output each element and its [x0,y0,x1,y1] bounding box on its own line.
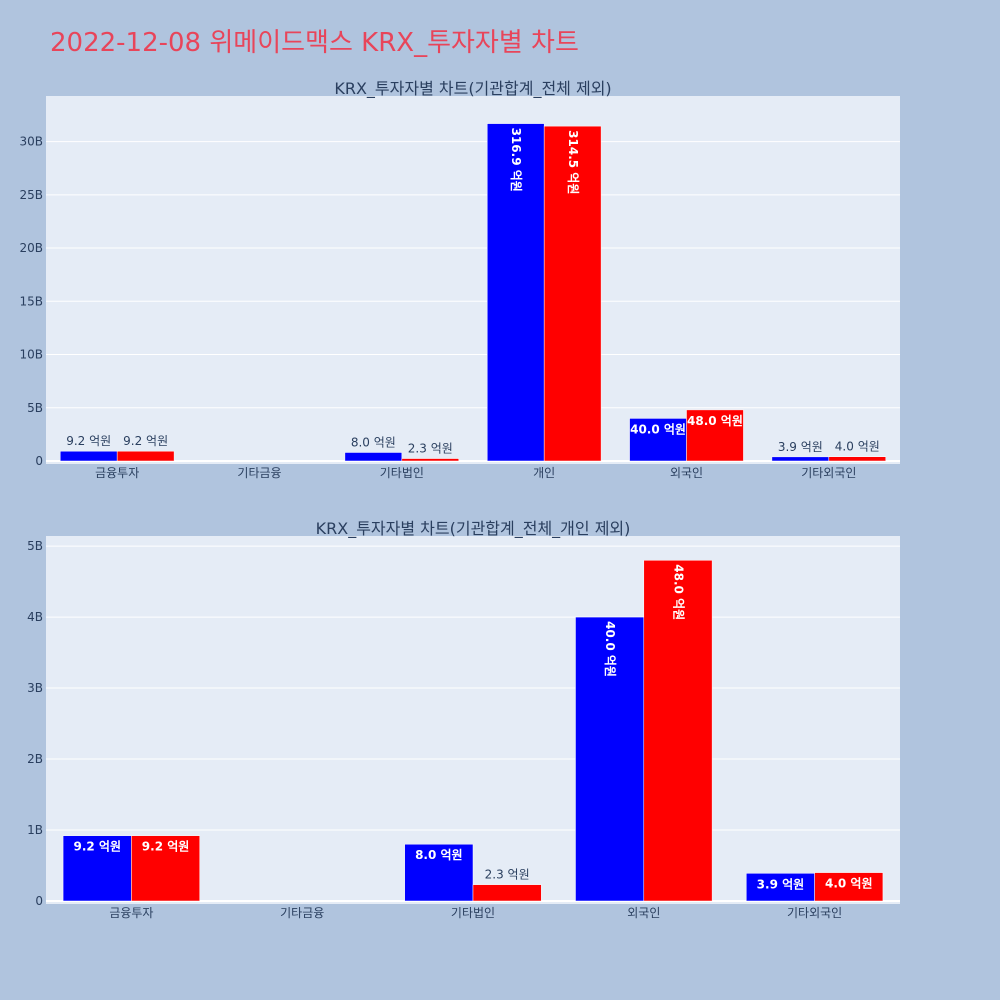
y-tick-label: 0 [35,454,43,468]
bar [404,843,474,902]
x-tick-label: 외국인 [670,466,703,480]
x-tick-label: 금융투자 [95,466,139,480]
y-tick-label: 25B [19,188,43,202]
x-tick-label: 개인 [533,466,555,480]
x-tick-label: 기타법인 [380,466,424,480]
data-label: 9.2 억원 [142,840,190,854]
y-tick-label: 30B [19,135,43,149]
y-tick-label: 0 [35,894,43,908]
data-label: 9.2 억원 [73,840,121,854]
data-label: 314.5 억원 [566,130,580,194]
y-tick-label: 1B [27,823,43,837]
data-label: 3.9 억원 [757,877,805,891]
data-label: 2.3 억원 [485,868,530,882]
bar [828,456,887,462]
data-label: 4.0 억원 [835,440,880,454]
bar [746,873,815,902]
bar [62,835,132,902]
data-label: 48.0 억원 [671,564,685,620]
data-label: 8.0 억원 [415,848,463,862]
y-tick-label: 5B [27,401,43,415]
bar [401,458,460,462]
bar [59,450,118,462]
data-label: 4.0 억원 [825,877,873,891]
bar [344,452,403,462]
bar [686,409,744,462]
subplot-title: KRX_투자자별 차트(기관합계_전체_개인 제외) [316,519,631,539]
x-tick-label: 금융투자 [109,906,153,920]
bar [543,125,602,462]
x-tick-label: 기타외국인 [801,466,856,480]
bar [814,872,884,902]
x-tick-label: 기타외국인 [787,906,842,920]
x-tick-label: 기타금융 [280,906,324,920]
bar [486,123,545,462]
data-label: 316.9 억원 [509,128,523,192]
data-label: 40.0 억원 [630,422,686,436]
y-tick-label: 3B [27,681,43,695]
x-tick-label: 외국인 [627,906,660,920]
bar [472,884,542,902]
y-tick-label: 2B [27,752,43,766]
data-label: 9.2 억원 [66,434,111,448]
y-tick-label: 5B [27,539,43,553]
y-tick-label: 15B [19,294,43,308]
bar [629,418,687,462]
page-title: 2022-12-08 위메이드맥스 KRX_투자자별 차트 [50,28,579,58]
chart-panel-1: 0 5B 10B 15B 20B 25B 30B KRX_투자자별 차트(기관합계_전체 제외… [19,79,900,480]
data-label: 48.0 억원 [687,414,743,428]
bar [771,456,830,462]
x-tick-label: 기타법인 [451,906,495,920]
bar [575,616,645,902]
y-tick-label: 10B [19,348,43,362]
plot-area [46,96,900,464]
data-label: 8.0 억원 [351,435,396,449]
x-tick-label: 기타금융 [237,466,281,480]
data-label: 2.3 억원 [408,442,453,456]
bar [131,835,200,902]
y-tick-label: 20B [19,241,43,255]
bar [116,450,175,462]
bar [643,560,713,902]
data-label: 3.9 억원 [778,440,823,454]
data-label: 40.0 억원 [603,621,617,677]
data-label: 9.2 억원 [123,434,168,448]
chart-panel-2: 0 1B 2B 3B 4B 5B KRX_투자자별 차트(기관합계_전체_개인 제외) 금융투… [27,519,900,920]
subplot-title: KRX_투자자별 차트(기관합계_전체 제외) [334,79,611,99]
y-tick-label: 4B [27,610,43,624]
